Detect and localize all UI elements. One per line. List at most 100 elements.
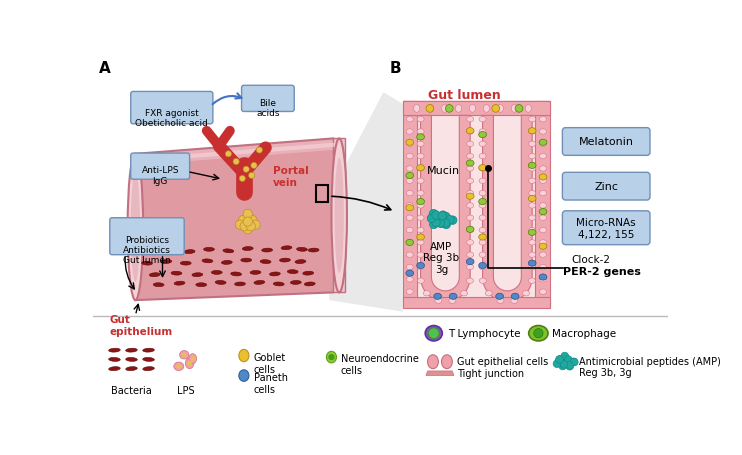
Ellipse shape [539, 154, 547, 159]
Ellipse shape [262, 248, 272, 253]
Ellipse shape [479, 132, 487, 138]
Ellipse shape [539, 253, 547, 258]
Circle shape [441, 219, 450, 228]
Ellipse shape [539, 203, 547, 209]
Ellipse shape [108, 349, 120, 352]
Text: T Lymphocyte: T Lymphocyte [447, 329, 520, 339]
Circle shape [246, 222, 255, 231]
Circle shape [430, 221, 438, 229]
Text: Neuroendocrine
cells: Neuroendocrine cells [341, 354, 418, 375]
Ellipse shape [456, 105, 462, 113]
Ellipse shape [192, 273, 203, 277]
Ellipse shape [406, 240, 413, 246]
Ellipse shape [335, 158, 344, 273]
Ellipse shape [511, 105, 517, 113]
Circle shape [566, 363, 574, 370]
Ellipse shape [539, 228, 547, 233]
Circle shape [533, 329, 543, 338]
Ellipse shape [417, 228, 424, 233]
Text: Mucin: Mucin [427, 166, 460, 176]
Ellipse shape [479, 130, 486, 135]
FancyBboxPatch shape [562, 211, 650, 245]
Ellipse shape [125, 349, 137, 352]
Circle shape [561, 352, 568, 360]
Ellipse shape [467, 216, 473, 221]
Ellipse shape [142, 367, 154, 371]
Ellipse shape [406, 270, 413, 277]
Ellipse shape [525, 105, 531, 113]
FancyBboxPatch shape [242, 86, 295, 112]
Ellipse shape [406, 203, 413, 209]
Ellipse shape [425, 326, 442, 341]
Ellipse shape [406, 167, 413, 172]
Ellipse shape [479, 240, 486, 246]
Ellipse shape [149, 273, 160, 277]
Ellipse shape [417, 199, 424, 205]
Ellipse shape [479, 154, 486, 159]
Text: Bacteria: Bacteria [111, 385, 152, 395]
Circle shape [226, 152, 232, 157]
Text: Portal
vein: Portal vein [272, 166, 308, 187]
Ellipse shape [413, 105, 420, 113]
Ellipse shape [466, 227, 474, 233]
Ellipse shape [529, 203, 536, 209]
Ellipse shape [467, 265, 473, 270]
Ellipse shape [528, 230, 536, 236]
Ellipse shape [539, 167, 547, 172]
Circle shape [240, 222, 249, 231]
Ellipse shape [467, 278, 473, 284]
Circle shape [438, 212, 447, 221]
Polygon shape [426, 371, 454, 376]
Ellipse shape [467, 142, 473, 147]
Ellipse shape [479, 263, 487, 269]
FancyBboxPatch shape [562, 173, 650, 201]
Ellipse shape [467, 179, 473, 184]
Text: PER-2 genes: PER-2 genes [563, 267, 641, 277]
Ellipse shape [250, 271, 261, 275]
Ellipse shape [539, 191, 547, 197]
Ellipse shape [496, 293, 504, 300]
Ellipse shape [479, 203, 486, 209]
Ellipse shape [417, 117, 424, 122]
Circle shape [329, 354, 335, 360]
Ellipse shape [529, 179, 536, 184]
Ellipse shape [417, 263, 424, 269]
Circle shape [432, 211, 440, 220]
Polygon shape [329, 93, 403, 312]
Ellipse shape [510, 298, 518, 303]
Ellipse shape [406, 228, 413, 233]
Ellipse shape [406, 142, 413, 147]
Ellipse shape [449, 298, 456, 303]
Ellipse shape [406, 154, 413, 159]
Text: Goblet
cells: Goblet cells [254, 353, 286, 374]
Ellipse shape [295, 260, 306, 264]
Ellipse shape [539, 140, 547, 146]
Ellipse shape [234, 283, 246, 286]
Circle shape [256, 147, 263, 154]
Ellipse shape [417, 142, 424, 147]
Polygon shape [403, 102, 550, 116]
Text: Gut
epithelium: Gut epithelium [110, 314, 173, 336]
Polygon shape [333, 139, 344, 293]
Ellipse shape [131, 173, 140, 282]
Ellipse shape [417, 130, 424, 135]
Circle shape [235, 221, 245, 230]
Ellipse shape [479, 234, 487, 241]
Circle shape [249, 173, 255, 179]
Ellipse shape [467, 117, 473, 122]
Text: LPS: LPS [177, 385, 194, 395]
Ellipse shape [174, 362, 184, 371]
Ellipse shape [529, 253, 536, 258]
Ellipse shape [287, 270, 298, 274]
Ellipse shape [326, 352, 336, 363]
Ellipse shape [142, 262, 152, 266]
Ellipse shape [529, 228, 536, 233]
Ellipse shape [202, 259, 213, 263]
Ellipse shape [417, 179, 424, 184]
Ellipse shape [260, 260, 271, 264]
Ellipse shape [435, 298, 442, 303]
Ellipse shape [479, 117, 486, 122]
Ellipse shape [406, 140, 413, 146]
Ellipse shape [528, 261, 536, 267]
Ellipse shape [539, 117, 547, 122]
